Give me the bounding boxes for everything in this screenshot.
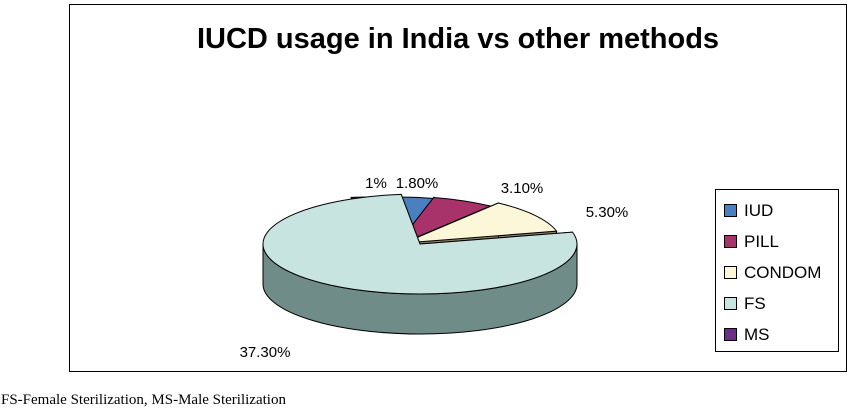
data-label-iud: 1.80% bbox=[396, 175, 439, 192]
legend-swatch-pill bbox=[724, 235, 737, 248]
legend-swatch-condom bbox=[724, 266, 737, 279]
pie-slice-fs bbox=[262, 193, 578, 335]
data-label-pill: 3.10% bbox=[501, 180, 544, 197]
footnote: FS-Female Sterilization, MS-Male Sterili… bbox=[1, 392, 286, 408]
legend-label-pill: PILL bbox=[744, 231, 779, 251]
legend-item-fs: FS bbox=[724, 288, 838, 319]
legend-item-pill: PILL bbox=[724, 226, 838, 257]
legend-item-iud: IUD bbox=[724, 195, 838, 226]
legend-swatch-fs bbox=[724, 297, 737, 310]
legend-label-ms: MS bbox=[744, 324, 770, 344]
data-label-condom: 5.30% bbox=[586, 204, 629, 221]
chart-legend: IUD PILL CONDOM FS MS bbox=[715, 189, 839, 352]
legend-item-ms: MS bbox=[724, 319, 838, 350]
data-label-ms: 1% bbox=[365, 175, 387, 192]
legend-label-condom: CONDOM bbox=[744, 262, 822, 282]
pie-slice-top-fs bbox=[262, 193, 578, 295]
chart-title: IUCD usage in India vs other methods bbox=[196, 23, 720, 55]
legend-item-condom: CONDOM bbox=[724, 257, 838, 288]
legend-label-iud: IUD bbox=[744, 200, 774, 220]
chart-area: IUCD usage in India vs other methods 1.8… bbox=[69, 4, 847, 372]
pie-chart: 1.80% 3.10% 5.30% 37.30% 1% bbox=[240, 175, 629, 361]
legend-label-fs: FS bbox=[744, 293, 766, 313]
legend-swatch-ms bbox=[724, 328, 737, 341]
data-label-fs: 37.30% bbox=[240, 344, 291, 361]
legend-swatch-iud bbox=[724, 204, 737, 217]
pie-slice-top-condom bbox=[403, 202, 558, 244]
